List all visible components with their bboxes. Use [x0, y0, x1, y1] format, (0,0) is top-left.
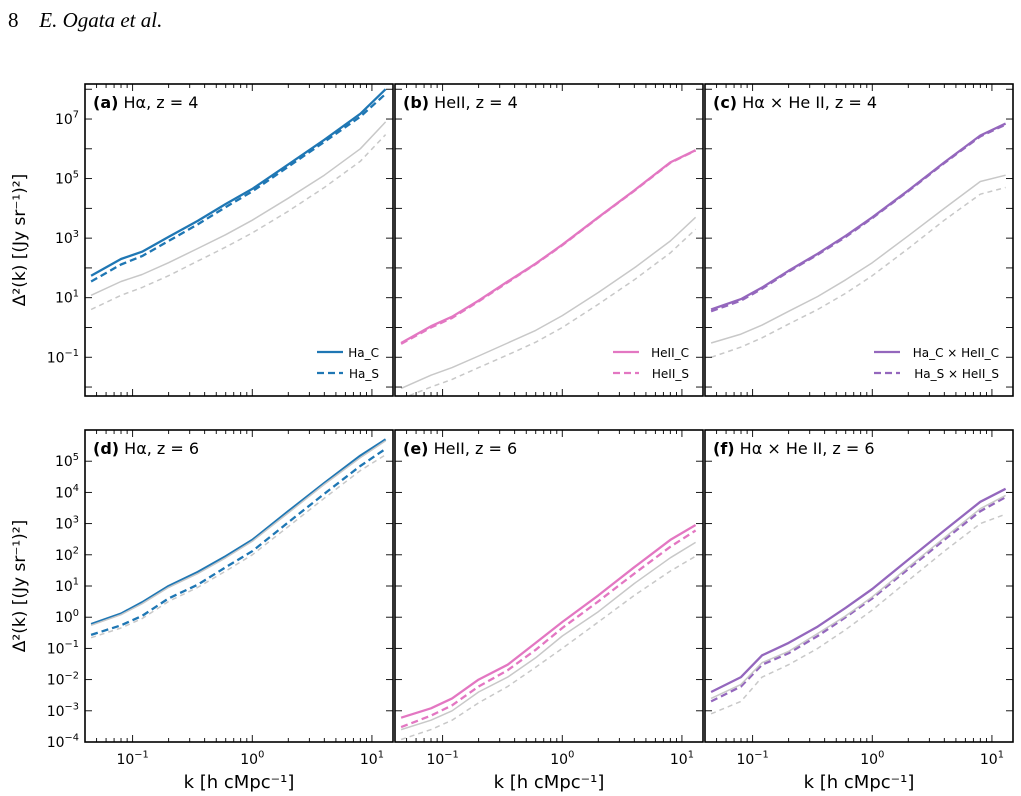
plot-frame [394, 83, 704, 397]
series-line-solid [400, 524, 697, 719]
y-axis-label: Δ²(k) [(Jy sr⁻¹)²] [10, 174, 30, 306]
panel-title: (f) Hα × He II, z = 6 [713, 439, 875, 458]
series-line-dashed [400, 529, 697, 729]
plot-frame [394, 429, 704, 743]
legend: HeII_C HeII_S [613, 346, 689, 381]
y-tick-label: 105 [55, 452, 79, 470]
y-tick-label: 105 [55, 169, 79, 187]
series-line-dashed [710, 496, 1007, 703]
panel-title: (a) Hα, z = 4 [93, 93, 198, 112]
series-group [710, 122, 1007, 359]
panel-e: 10−1 100 101 (e) HeII, z = 6 k [h cMpc⁻¹] [394, 429, 704, 793]
series-line-ha-c [90, 88, 387, 277]
x-tick-label: 100 [240, 750, 264, 768]
panel-a: 10−1 101 103 105 107 (a) Hα, z = 4 Δ²(k) [(Jy … [10, 83, 394, 397]
series-line-grey-solid [710, 494, 1006, 700]
plot-frame [704, 83, 1014, 397]
panel-title: (d) Hα, z = 6 [93, 439, 199, 458]
series-line-dashed [90, 447, 387, 636]
x-axis-label: k [h cMpc⁻¹] [804, 772, 915, 793]
legend-label: HeII_C [651, 346, 689, 360]
y-tick-label: 102 [55, 546, 79, 564]
y-tick-label: 103 [55, 229, 79, 247]
series-line-grey-dashed [710, 186, 1006, 359]
x-tick-label: 101 [980, 750, 1004, 768]
series-line-grey-dashed [400, 555, 696, 741]
series-line-heii-s [400, 149, 697, 345]
x-tick-label: 10−1 [736, 750, 768, 768]
plot-frame [704, 429, 1014, 743]
y-axis-label: Δ²(k) [(Jy sr⁻¹)²] [10, 520, 30, 652]
x-tick-label: 101 [670, 750, 694, 768]
y-tick-label: 10−1 [47, 348, 79, 366]
legend-label: Ha_C × HeII_C [913, 346, 999, 360]
plot-frame [84, 429, 394, 743]
series-group [90, 438, 387, 639]
series-group [400, 149, 697, 396]
series-line-heii-c [400, 149, 697, 345]
x-axis-label: k [h cMpc⁻¹] [184, 772, 295, 793]
series-line-solid [90, 438, 387, 626]
legend: Ha_C Ha_S [317, 346, 379, 381]
legend-label: HeII_S [652, 367, 689, 381]
series-line-grey-solid [400, 216, 697, 390]
series-group [400, 524, 697, 741]
series-group [90, 88, 387, 311]
page-number: 8 [8, 8, 19, 32]
y-tick-label: 101 [55, 577, 79, 595]
legend-label: Ha_S [349, 367, 379, 381]
panel-d: 10−4 10−3 10−2 10−1 100 101 102 103 104 105 10−1 10… [10, 429, 394, 793]
panel-title: (c) Hα × He II, z = 4 [713, 93, 877, 112]
x-tick-label: 10−1 [426, 750, 458, 768]
y-tick-label: 10−1 [47, 639, 79, 657]
x-tick-label: 10−1 [116, 750, 148, 768]
panel-title: (e) HeII, z = 6 [403, 439, 517, 458]
x-tick-label: 100 [860, 750, 884, 768]
running-head-authors: E. Ogata et al. [39, 8, 163, 32]
y-tick-label: 103 [55, 514, 79, 532]
y-tick-label: 10−3 [47, 702, 79, 720]
y-tick-label: 104 [55, 483, 79, 501]
series-line-grey-dashed [710, 513, 1006, 715]
series-group [710, 487, 1007, 715]
y-tick-label: 10−2 [47, 670, 79, 688]
legend-label: Ha_S × HeII_S [914, 367, 999, 381]
legend-label: Ha_C [348, 346, 379, 360]
panel-c: (c) Hα × He II, z = 4 Ha_C × HeII_C Ha_S ×… [704, 83, 1014, 397]
x-axis-label: k [h cMpc⁻¹] [494, 772, 605, 793]
series-line-grey-dashed [90, 454, 386, 639]
x-tick-label: 101 [360, 750, 384, 768]
legend: Ha_C × HeII_C Ha_S × HeII_S [874, 346, 999, 381]
page-header: 8 E. Ogata et al. [8, 8, 162, 38]
x-tick-label: 100 [550, 750, 574, 768]
y-tick-label: 101 [55, 288, 79, 306]
y-tick-label: 107 [55, 110, 79, 128]
series-line-grey-solid [710, 174, 1006, 344]
panel-b: (b) HeII, z = 4 HeII_C HeII_S [394, 83, 704, 397]
plot-frame [84, 83, 394, 397]
series-line-solid [710, 487, 1007, 694]
panel-title: (b) HeII, z = 4 [403, 93, 518, 112]
series-line-grey-dashed [406, 228, 697, 396]
series-line-ha-s-heii-s [710, 123, 1007, 313]
series-line-grey-solid [90, 440, 387, 627]
series-line-grey-dashed [90, 134, 387, 311]
y-tick-label: 100 [55, 608, 79, 626]
series-line-grey-solid [90, 121, 387, 296]
y-tick-label: 10−4 [47, 733, 79, 751]
panel-f: 10−1 100 101 (f) Hα × He II, z = 6 k [h cMpc… [704, 429, 1014, 793]
series-line-ha-s [90, 93, 387, 283]
series-line-grey-solid [400, 541, 696, 731]
